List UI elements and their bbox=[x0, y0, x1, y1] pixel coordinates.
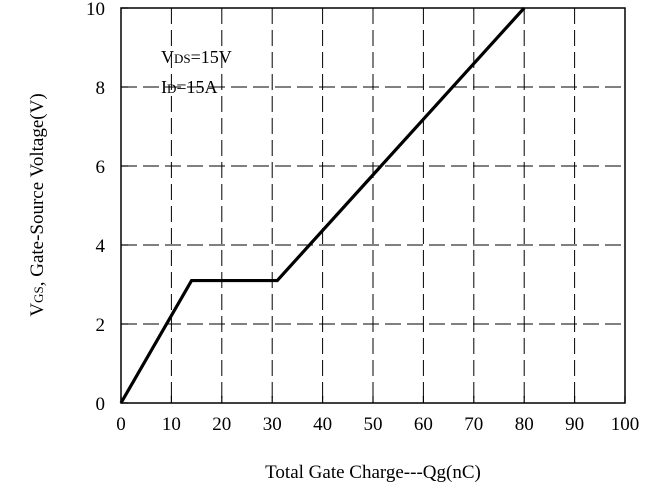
y-tick-label: 2 bbox=[96, 315, 106, 336]
x-tick-label: 70 bbox=[464, 414, 483, 435]
y-tick-label: 10 bbox=[86, 0, 105, 20]
x-tick-label: 10 bbox=[162, 414, 181, 435]
x-tick-label: 30 bbox=[263, 414, 282, 435]
x-tick-label: 60 bbox=[414, 414, 433, 435]
grid-lines bbox=[121, 8, 625, 403]
x-axis-label: Total Gate Charge---Qg(nC) bbox=[265, 462, 481, 483]
x-tick-label: 20 bbox=[212, 414, 231, 435]
x-tick-label: 0 bbox=[116, 414, 126, 435]
y-tick-label: 0 bbox=[96, 394, 106, 415]
x-tick-label: 100 bbox=[611, 414, 640, 435]
y-tick-label: 4 bbox=[96, 236, 106, 257]
series-layer bbox=[119, 6, 526, 404]
x-tick-labels: 0 10 20 30 40 50 60 70 80 90 100 bbox=[116, 414, 639, 435]
tick-marks bbox=[120, 7, 626, 404]
annotation-vds: VDS=15V bbox=[161, 47, 232, 67]
y-axis-label: VGS, Gate-Source Voltage(V) bbox=[27, 93, 48, 316]
y-tick-label: 8 bbox=[96, 78, 106, 99]
x-tick-label: 90 bbox=[565, 414, 584, 435]
x-tick-label: 50 bbox=[364, 414, 383, 435]
series-line bbox=[119, 6, 526, 404]
x-tick-label: 40 bbox=[313, 414, 332, 435]
x-tick-label: 80 bbox=[515, 414, 534, 435]
y-tick-labels: 0 2 4 6 8 10 bbox=[86, 0, 106, 415]
y-tick-label: 6 bbox=[96, 157, 106, 178]
annotation-id: ID=15A bbox=[161, 77, 218, 97]
